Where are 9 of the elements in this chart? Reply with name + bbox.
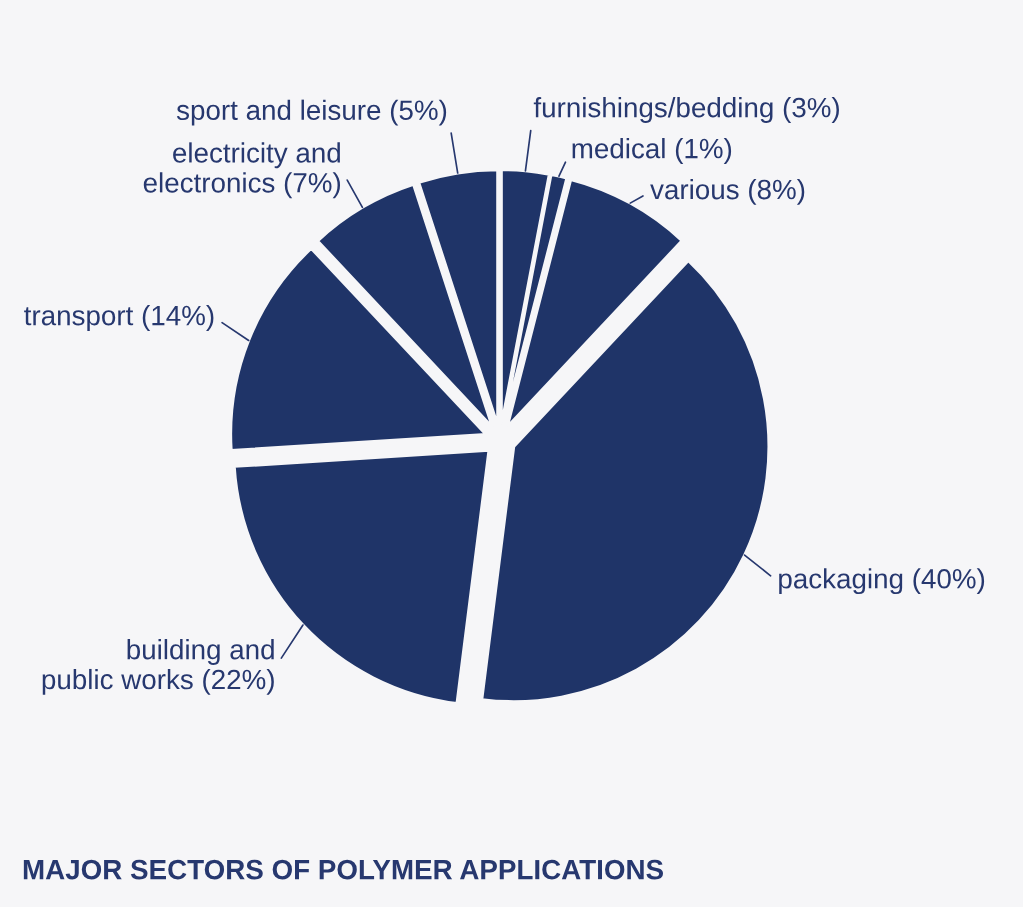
- slice-label: transport (14%): [24, 305, 214, 331]
- slice-label: building and public works (22%): [42, 639, 274, 695]
- slice-label: packaging (40%): [779, 568, 985, 595]
- slice-label: various (8%): [650, 178, 805, 205]
- slice-label: medical (1%): [572, 138, 732, 164]
- slice-label: electricity and electronics (7%): [143, 142, 341, 199]
- slice-label: furnishings/bedding (3%): [533, 97, 839, 123]
- slice-label: sport and leisure (5%): [176, 99, 447, 126]
- text: MAJOR SECTORS OF POLYMER APPLICATIONS: [23, 859, 663, 880]
